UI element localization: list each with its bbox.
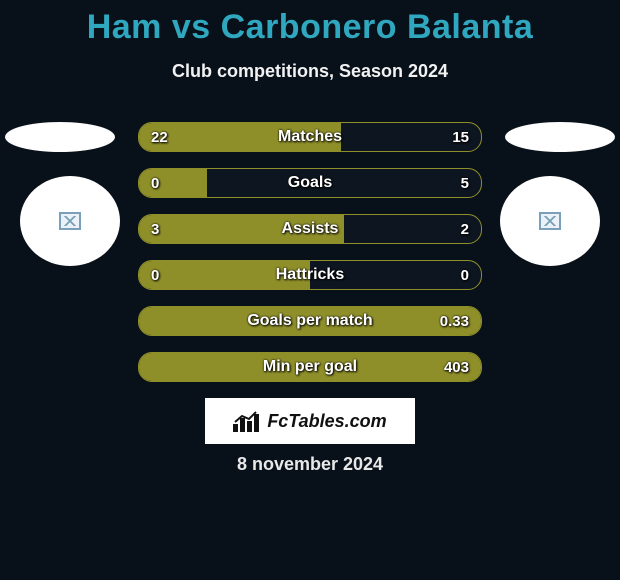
image-placeholder-icon <box>539 212 561 230</box>
player-left-club-badge <box>20 176 120 266</box>
stat-fill <box>139 353 481 381</box>
stat-fill <box>139 215 344 243</box>
branding-badge: FcTables.com <box>205 398 415 444</box>
stat-row: 0Hattricks0 <box>138 260 482 290</box>
stat-fill <box>139 261 310 289</box>
stat-value-left: 0 <box>151 261 159 289</box>
stat-value-right: 403 <box>444 353 469 381</box>
stat-row: Goals per match0.33 <box>138 306 482 336</box>
fctables-logo-icon <box>233 410 261 432</box>
stats-container: 22Matches15 0Goals5 3Assists2 0Hattricks0 Go… <box>138 122 482 398</box>
stat-row: 0Goals5 <box>138 168 482 198</box>
subtitle: Club competitions, Season 2024 <box>0 61 620 82</box>
player-left-headshot-placeholder <box>5 122 115 152</box>
date-label: 8 november 2024 <box>0 454 620 475</box>
branding-text: FcTables.com <box>267 411 386 432</box>
stat-row: Min per goal403 <box>138 352 482 382</box>
stat-value-left: 0 <box>151 169 159 197</box>
stat-value-left: 3 <box>151 215 159 243</box>
player-right-headshot-placeholder <box>505 122 615 152</box>
stat-value-right: 0.33 <box>440 307 469 335</box>
stat-value-right: 2 <box>461 215 469 243</box>
image-placeholder-icon <box>59 212 81 230</box>
stat-fill <box>139 169 207 197</box>
stat-value-right: 15 <box>452 123 469 151</box>
player-right-club-badge <box>500 176 600 266</box>
stat-row: 22Matches15 <box>138 122 482 152</box>
stat-value-right: 5 <box>461 169 469 197</box>
page-title: Ham vs Carbonero Balanta <box>0 0 620 47</box>
stat-row: 3Assists2 <box>138 214 482 244</box>
stat-fill <box>139 123 341 151</box>
stat-value-left: 22 <box>151 123 168 151</box>
stat-fill <box>139 307 481 335</box>
stat-value-right: 0 <box>461 261 469 289</box>
